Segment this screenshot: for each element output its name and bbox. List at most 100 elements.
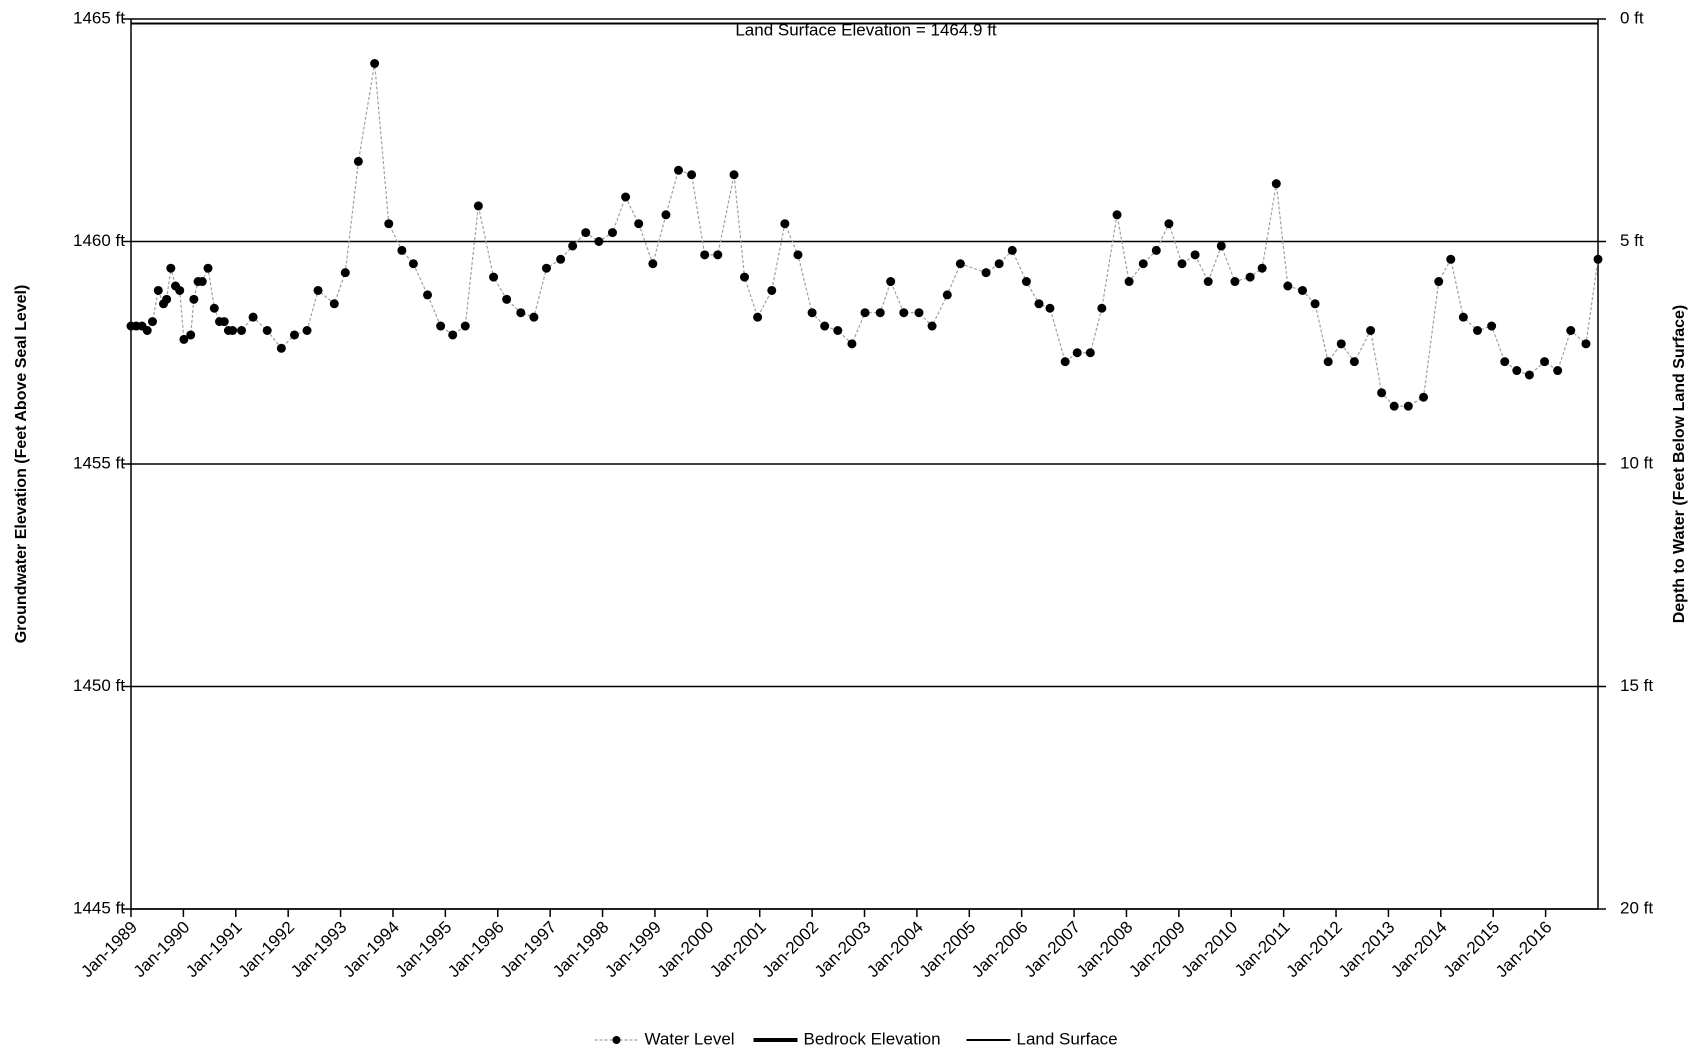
x-tick-label: Jan-2014 [1387, 918, 1451, 982]
annotation: Land Surface Elevation = 1464.9 ft [735, 20, 997, 39]
data-point [541, 263, 551, 273]
x-tick-label: Jan-1995 [392, 918, 456, 982]
data-point [1085, 348, 1095, 358]
data-point [729, 170, 739, 180]
data-point [661, 210, 671, 220]
data-point [1245, 272, 1255, 282]
data-point [1446, 254, 1456, 264]
data-point [1216, 241, 1226, 251]
data-point [1230, 277, 1240, 287]
data-point [1323, 357, 1333, 367]
data-point [700, 250, 710, 260]
legend-label: Water Level [645, 1029, 735, 1048]
x-tick-label: Jan-2001 [706, 918, 770, 982]
data-point [899, 308, 909, 318]
data-point [914, 308, 924, 318]
data-point [1593, 254, 1603, 264]
data-point [1271, 179, 1281, 189]
data-point [807, 308, 817, 318]
series-line [131, 63, 1599, 407]
y-tick-label: 1465 ft [73, 8, 125, 27]
x-tick-label: Jan-1999 [601, 918, 665, 982]
data-point [197, 277, 207, 287]
data-point [186, 330, 196, 340]
y2-tick-label: 0 ft [1620, 8, 1644, 27]
data-point [1581, 339, 1591, 349]
x-tick-label: Jan-2009 [1125, 918, 1189, 982]
x-tick-label: Jan-1994 [339, 918, 403, 982]
x-tick-label: Jan-1993 [287, 918, 351, 982]
data-point [142, 326, 152, 335]
data-point [568, 241, 578, 251]
data-point [1124, 277, 1134, 287]
x-tick-label: Jan-2013 [1335, 918, 1399, 982]
data-point [1389, 401, 1399, 411]
data-point [1349, 357, 1359, 367]
data-point [1310, 299, 1320, 309]
data-point [1377, 388, 1387, 398]
data-point [1524, 370, 1534, 380]
data-point [687, 170, 697, 180]
y-tick-label: 1450 ft [73, 676, 125, 695]
data-point [955, 259, 965, 269]
x-tick-label: Jan-1991 [182, 918, 246, 982]
data-point [289, 330, 299, 340]
data-point [1177, 259, 1187, 269]
data-point [1097, 303, 1107, 313]
data-point [594, 237, 604, 246]
data-point [276, 343, 286, 353]
data-point [313, 285, 323, 295]
legend-item: Water Level [594, 1029, 735, 1048]
data-point [175, 285, 185, 295]
data-point [166, 263, 176, 273]
data-point [397, 245, 407, 255]
x-tick-label: Jan-2004 [863, 918, 927, 982]
x-tick-label: Jan-2002 [759, 918, 823, 982]
x-tick-label: Jan-2005 [916, 918, 980, 982]
data-point [1164, 219, 1174, 229]
x-tick-label: Jan-1990 [130, 918, 194, 982]
data-point [219, 317, 229, 327]
data-point [1283, 281, 1293, 291]
x-tick-label: Jan-2015 [1440, 918, 1504, 982]
y2-tick-label: 20 ft [1620, 898, 1653, 917]
x-tick-label: Jan-1997 [497, 918, 561, 982]
x-tick-label: Jan-2016 [1492, 918, 1556, 982]
data-point [370, 59, 380, 68]
data-point [1203, 277, 1213, 287]
data-point [460, 321, 470, 331]
data-point [875, 308, 885, 318]
legend-label: Bedrock Elevation [804, 1029, 941, 1048]
data-point [581, 228, 591, 238]
data-point [153, 285, 163, 295]
data-point [1472, 326, 1482, 335]
y2-tick-label: 10 ft [1620, 453, 1653, 472]
data-point [353, 156, 363, 166]
data-point [203, 263, 213, 273]
data-point [473, 201, 483, 211]
data-point [209, 303, 219, 313]
y2-axis-title: Depth to Water (Feet Below Land Surface) [1671, 305, 1688, 624]
data-point [1007, 245, 1017, 255]
data-point [833, 326, 843, 335]
data-point [448, 330, 458, 340]
legend-label: Land Surface [1017, 1029, 1118, 1048]
data-point [942, 290, 952, 300]
data-point [621, 192, 631, 202]
data-point [886, 277, 896, 287]
data-point [1566, 326, 1576, 335]
x-tick-label: Jan-2007 [1021, 918, 1085, 982]
data-point [1151, 245, 1161, 255]
data-point [302, 326, 312, 335]
data-point [1045, 303, 1055, 313]
data-point [994, 259, 1004, 269]
data-point [1190, 250, 1200, 260]
data-point [1500, 357, 1510, 367]
x-tick-label: Jan-2000 [654, 918, 718, 982]
x-tick-label: Jan-2010 [1178, 918, 1242, 982]
data-point [502, 294, 512, 304]
data-point [740, 272, 750, 282]
data-point [1060, 357, 1070, 367]
x-tick-label: Jan-1992 [235, 918, 299, 982]
data-point [1419, 392, 1429, 402]
